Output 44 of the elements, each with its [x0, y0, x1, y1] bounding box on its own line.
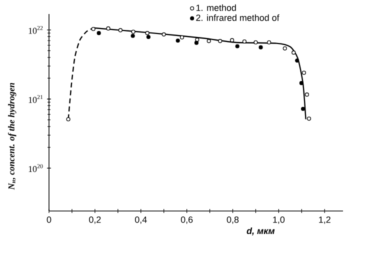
y-axis-title: N$_{н}$, concent. of the hydrogen [8, 82, 16, 190]
point [118, 28, 122, 32]
legend-label: 1. method [196, 4, 236, 11]
point [130, 34, 135, 38]
point [180, 35, 184, 40]
x-tick-label: 0,4 [134, 216, 147, 224]
x-tick-label: 1,2 [319, 216, 330, 224]
point [195, 38, 200, 42]
point [91, 26, 96, 32]
point [282, 46, 287, 50]
point [218, 39, 222, 44]
point [242, 39, 247, 44]
x-tick-label: 1,0 [273, 216, 285, 224]
x-tick-label: 0,8 [226, 216, 239, 224]
point [145, 31, 150, 36]
point [131, 30, 136, 34]
point [146, 34, 150, 40]
point [66, 117, 70, 122]
point [162, 32, 166, 36]
point [267, 40, 272, 44]
point [295, 58, 300, 63]
point [96, 31, 101, 36]
point [254, 40, 258, 44]
x-tick-label: 0 [46, 216, 52, 223]
point [299, 81, 304, 86]
legend-label: 2. infrared method of [196, 14, 280, 21]
y-tick-label: 10$^{20}$ [28, 164, 43, 172]
y-tick-label: 10$^{22}$ [28, 26, 43, 34]
point [194, 40, 199, 45]
point [106, 26, 110, 30]
x-tick-label: 0,2 [89, 216, 101, 224]
point [206, 39, 211, 44]
y-tick-label: 10$^{21}$ [28, 95, 43, 103]
point [230, 38, 234, 42]
x-axis-title: d, мкм [246, 227, 275, 236]
point [300, 106, 306, 111]
point [258, 45, 263, 50]
x-tick-label: 0,6 [180, 216, 193, 224]
point [235, 44, 240, 48]
point [304, 92, 309, 97]
point [176, 38, 180, 43]
point [306, 116, 312, 121]
point [292, 50, 296, 55]
point [302, 70, 306, 75]
